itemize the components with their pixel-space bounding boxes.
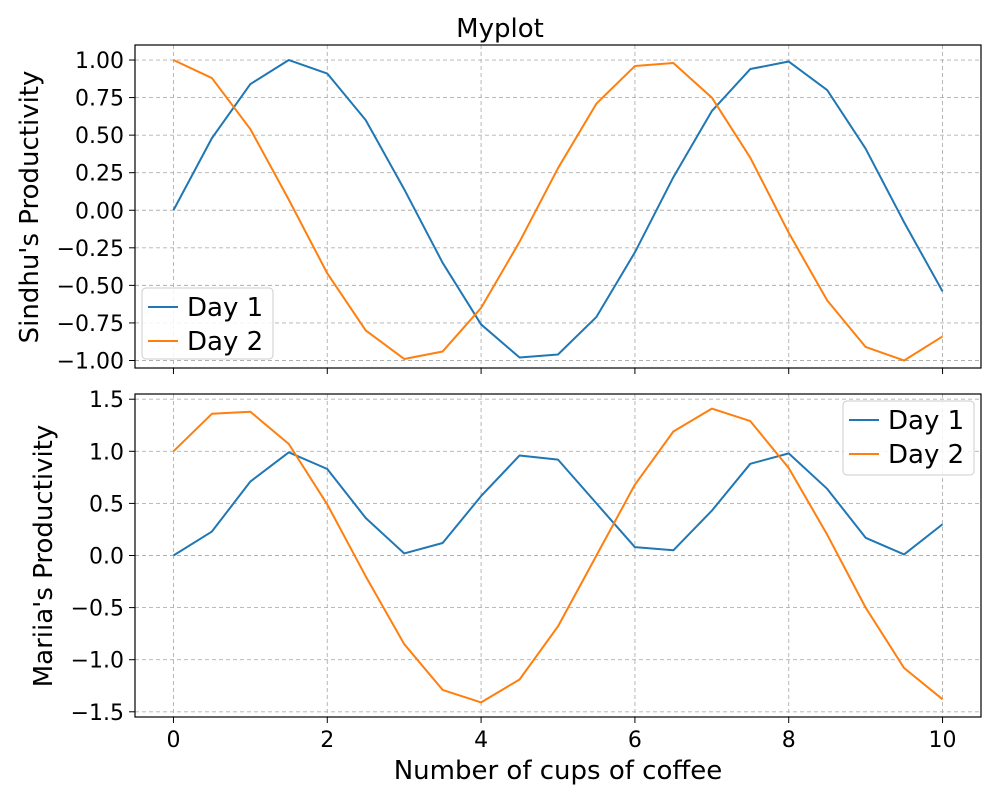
y-tick-label: 0.5 [89, 492, 124, 517]
y-tick-label: 0.75 [75, 87, 124, 112]
series-line-day-1 [172, 451, 944, 557]
x-tick-label: 10 [929, 728, 957, 753]
y-tick-label: −0.75 [57, 312, 124, 337]
y-tick-label: 0.00 [75, 199, 124, 224]
x-tick-label: 6 [628, 728, 642, 753]
x-tick-label: 8 [782, 728, 796, 753]
legend-label-day-1: Day 1 [187, 293, 263, 323]
y-tick-label: −0.5 [71, 597, 124, 622]
legend-label-day-1: Day 1 [888, 406, 964, 436]
y-axis-label: Mariia's Productivity [29, 425, 59, 688]
y-tick-label: 1.5 [89, 388, 124, 413]
series-line-day-2 [173, 59, 944, 362]
x-tick-label: 2 [320, 728, 334, 753]
legend-label-day-2: Day 2 [888, 440, 964, 470]
legend: Day 1 Day 2 [141, 287, 274, 360]
series-line-day-1 [172, 59, 944, 359]
series-line-day-2 [172, 407, 944, 704]
y-tick-label: −0.50 [57, 274, 124, 299]
legend: Day 1 Day 2 [842, 400, 975, 476]
axes-frame [134, 393, 982, 718]
x-tick-label: 4 [474, 728, 488, 753]
y-axis-label: Sindhu's Productivity [15, 71, 45, 344]
legend-label-day-2: Day 2 [187, 327, 263, 357]
y-tick-label: 0.50 [75, 124, 124, 149]
y-tick-label: −1.5 [71, 701, 124, 726]
y-tick-label: −0.25 [57, 237, 124, 262]
bottom-subplot: 0 2 4 6 8 10 1.5 1.0 0.5 0.0 −0.5 −1.0 −1.5 Mariia's … [29, 388, 982, 753]
top-subplot: 1.00 0.75 0.50 0.25 0.00 −0.25 −0.50 −0.75 −1.00… [15, 44, 982, 374]
y-tick-label: 0.25 [75, 162, 124, 187]
y-tick-label: −1.00 [57, 349, 124, 374]
x-tick-label: 0 [166, 728, 180, 753]
y-tick-label: 1.0 [89, 440, 124, 465]
y-tick-label: −1.0 [71, 649, 124, 674]
axes-frame [134, 44, 982, 369]
x-axis-label: Number of cups of coffee [394, 756, 723, 786]
y-tick-label: 0.0 [89, 545, 124, 570]
chart-title: Myplot [456, 14, 544, 44]
y-tick-label: 1.00 [75, 49, 124, 74]
